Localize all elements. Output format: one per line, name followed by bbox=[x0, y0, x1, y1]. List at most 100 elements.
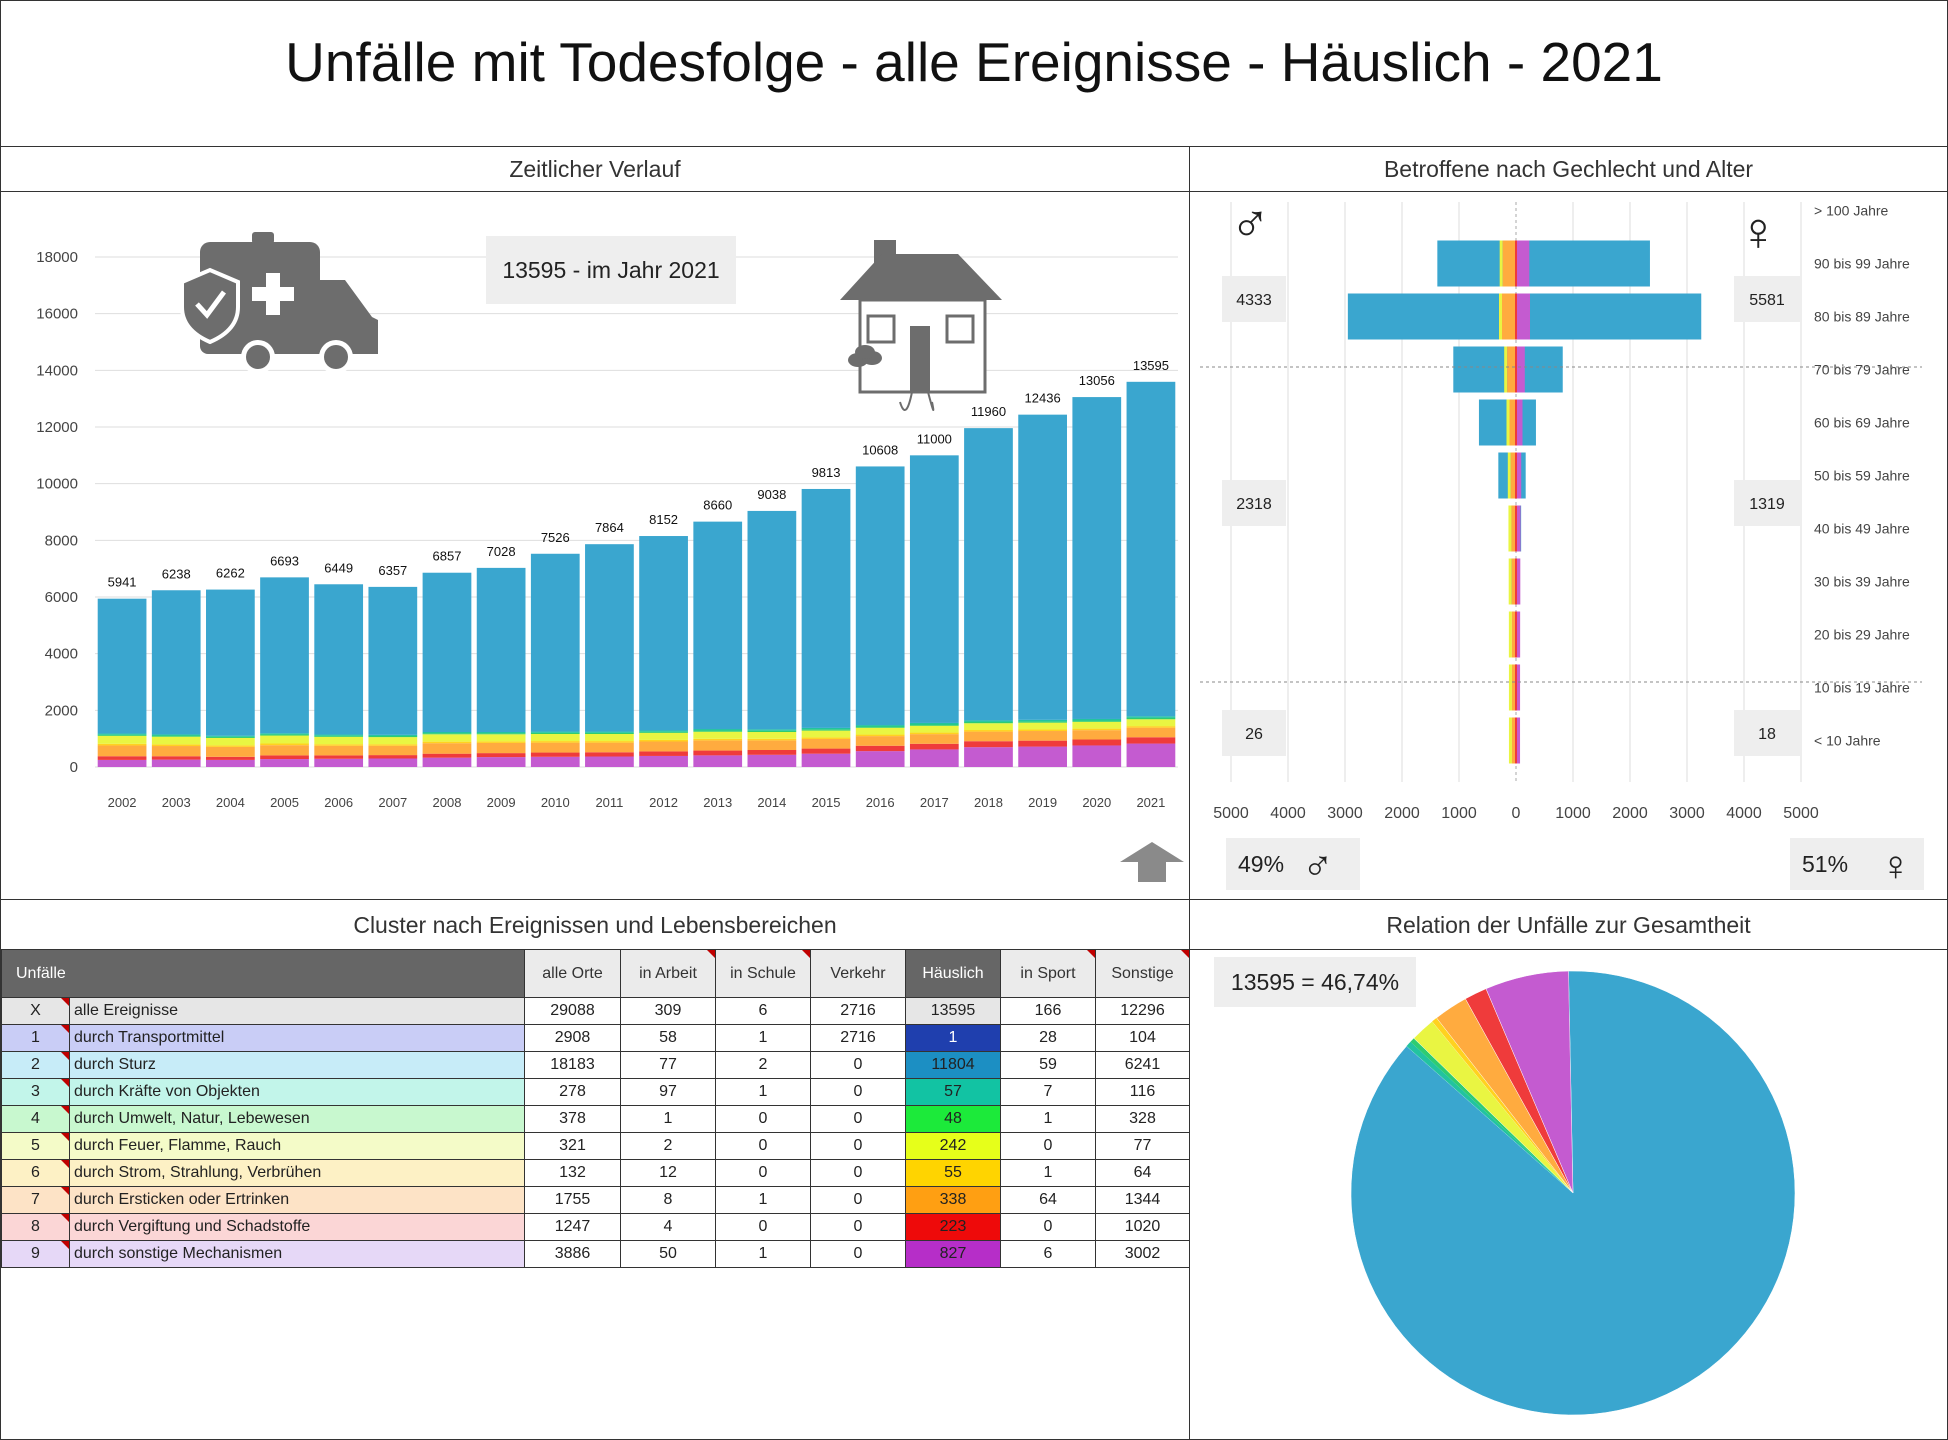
cause-stripe bbox=[1516, 399, 1523, 446]
row-code: X bbox=[1, 997, 70, 1025]
value-cell: 309 bbox=[620, 997, 716, 1025]
bar-segment bbox=[530, 732, 580, 734]
house-window bbox=[866, 314, 896, 344]
bar-segment bbox=[964, 721, 1013, 724]
value-cell: 166 bbox=[1000, 997, 1096, 1025]
value-cell: 321 bbox=[524, 1132, 621, 1160]
bar-segment bbox=[747, 732, 797, 739]
x-tick-label: 2006 bbox=[324, 795, 353, 810]
timeline-total-badge: 13595 - im Jahr 2021 bbox=[486, 236, 736, 304]
house-path bbox=[899, 391, 935, 411]
female-low-badge: 18 bbox=[1758, 726, 1776, 743]
bar-segment bbox=[97, 759, 147, 767]
bar-segment bbox=[1018, 746, 1067, 767]
value-cell: 50 bbox=[620, 1240, 716, 1268]
ambulance-wheel bbox=[324, 345, 348, 369]
row-code: 9 bbox=[1, 1240, 70, 1268]
value-cell: 97 bbox=[620, 1078, 716, 1106]
bar-segment bbox=[855, 736, 905, 746]
row-code: 6 bbox=[1, 1159, 70, 1187]
house-door bbox=[910, 326, 930, 392]
bar-segment bbox=[693, 731, 743, 739]
value-cell: 132 bbox=[524, 1159, 621, 1187]
value-cell: 1 bbox=[1000, 1159, 1096, 1187]
cause-stripe bbox=[1499, 240, 1503, 287]
x-tick-label: 2020 bbox=[1082, 795, 1111, 810]
relation-title: Relation der Unfälle zur Gesamtheit bbox=[1190, 900, 1947, 950]
cause-stripe bbox=[1508, 505, 1512, 552]
cause-stripe bbox=[1515, 664, 1517, 711]
row-label: durch Transportmittel bbox=[69, 1024, 525, 1052]
row-label: durch Vergiftung und Schadstoffe bbox=[69, 1213, 525, 1241]
x-tick-label: 2014 bbox=[757, 795, 786, 810]
value-cell: 0 bbox=[810, 1132, 906, 1160]
shield-icon bbox=[180, 267, 240, 345]
bar-segment bbox=[314, 584, 364, 735]
bar-segment bbox=[801, 737, 851, 739]
bar-segment bbox=[585, 742, 634, 753]
male-high-badge: 4333 bbox=[1236, 292, 1272, 309]
bar-segment bbox=[1072, 720, 1122, 722]
bar-total-label: 9038 bbox=[757, 487, 786, 502]
bar-total-label: 11960 bbox=[971, 404, 1006, 419]
bar-total-label: 13056 bbox=[1079, 373, 1115, 388]
bar-segment bbox=[260, 755, 309, 760]
bar-total-label: 8660 bbox=[703, 498, 732, 513]
x-tick-label: 2018 bbox=[974, 795, 1003, 810]
value-cell: 1344 bbox=[1095, 1186, 1190, 1214]
bar-segment bbox=[1126, 716, 1176, 718]
bar-segment bbox=[476, 757, 526, 767]
bar-segment bbox=[476, 567, 526, 733]
haeuslich-cell: 1 bbox=[905, 1024, 1001, 1052]
cause-stripe bbox=[1508, 611, 1512, 658]
bar-segment bbox=[206, 735, 255, 737]
row-label: durch Ersticken oder Ertrinken bbox=[69, 1186, 525, 1214]
bar-segment bbox=[530, 553, 580, 732]
table-row: 5 durch Feuer, Flamme, Rauch 321 2 0 0 242 0 77 bbox=[1, 1132, 1190, 1160]
bar-segment bbox=[97, 756, 147, 760]
bar-segment bbox=[801, 748, 851, 754]
y-tick-label: 0 bbox=[70, 759, 78, 776]
bar-segment bbox=[909, 725, 959, 733]
female-pct: 51% bbox=[1802, 851, 1848, 877]
row-code: 5 bbox=[1, 1132, 70, 1160]
bar-segment bbox=[855, 725, 905, 727]
bar-segment bbox=[530, 756, 580, 767]
value-cell: 64 bbox=[1000, 1186, 1096, 1214]
age-label: < 10 Jahre bbox=[1814, 733, 1881, 749]
x-tick-label: 2017 bbox=[920, 795, 949, 810]
bar-segment bbox=[368, 737, 418, 745]
bar-segment bbox=[1018, 721, 1067, 723]
bar-segment bbox=[1018, 729, 1067, 732]
value-cell: 8 bbox=[620, 1186, 716, 1214]
haeuslich-cell: 242 bbox=[905, 1132, 1001, 1160]
bar-segment bbox=[530, 752, 580, 757]
house-icon bbox=[840, 240, 1002, 411]
female-icon: ♀ bbox=[1880, 842, 1912, 889]
female-mid-badge: 1319 bbox=[1749, 496, 1785, 513]
bar-segment bbox=[1126, 726, 1176, 728]
bar-segment bbox=[693, 750, 743, 756]
x-tick-label: 2000 bbox=[1612, 805, 1648, 822]
cause-stripe bbox=[1502, 240, 1516, 287]
cause-stripe bbox=[1515, 611, 1517, 658]
cause-stripe bbox=[1511, 611, 1516, 658]
cause-stripe bbox=[1507, 346, 1516, 393]
bar-segment bbox=[530, 731, 580, 733]
value-cell: 0 bbox=[810, 1186, 906, 1214]
cluster-table: Unfälle alle Orte in Arbeit in Schule Ve… bbox=[1, 949, 1190, 1268]
bar-segment bbox=[855, 734, 905, 737]
bar-segment bbox=[151, 756, 201, 760]
bar-segment bbox=[206, 737, 255, 746]
x-tick-label: 2013 bbox=[703, 795, 732, 810]
pyramid-chart: 5000 4000 3000 2000 1000 0 1000 2000 3000 4000 500… bbox=[1200, 194, 1924, 890]
value-cell: 2716 bbox=[810, 1024, 906, 1052]
house-roof bbox=[840, 254, 1002, 300]
row-code: 4 bbox=[1, 1105, 70, 1133]
bar-segment bbox=[530, 741, 580, 743]
bar-segment bbox=[964, 730, 1013, 732]
bar-segment bbox=[693, 738, 743, 741]
bar-segment bbox=[476, 734, 526, 742]
bar-total-label: 6693 bbox=[270, 553, 299, 568]
